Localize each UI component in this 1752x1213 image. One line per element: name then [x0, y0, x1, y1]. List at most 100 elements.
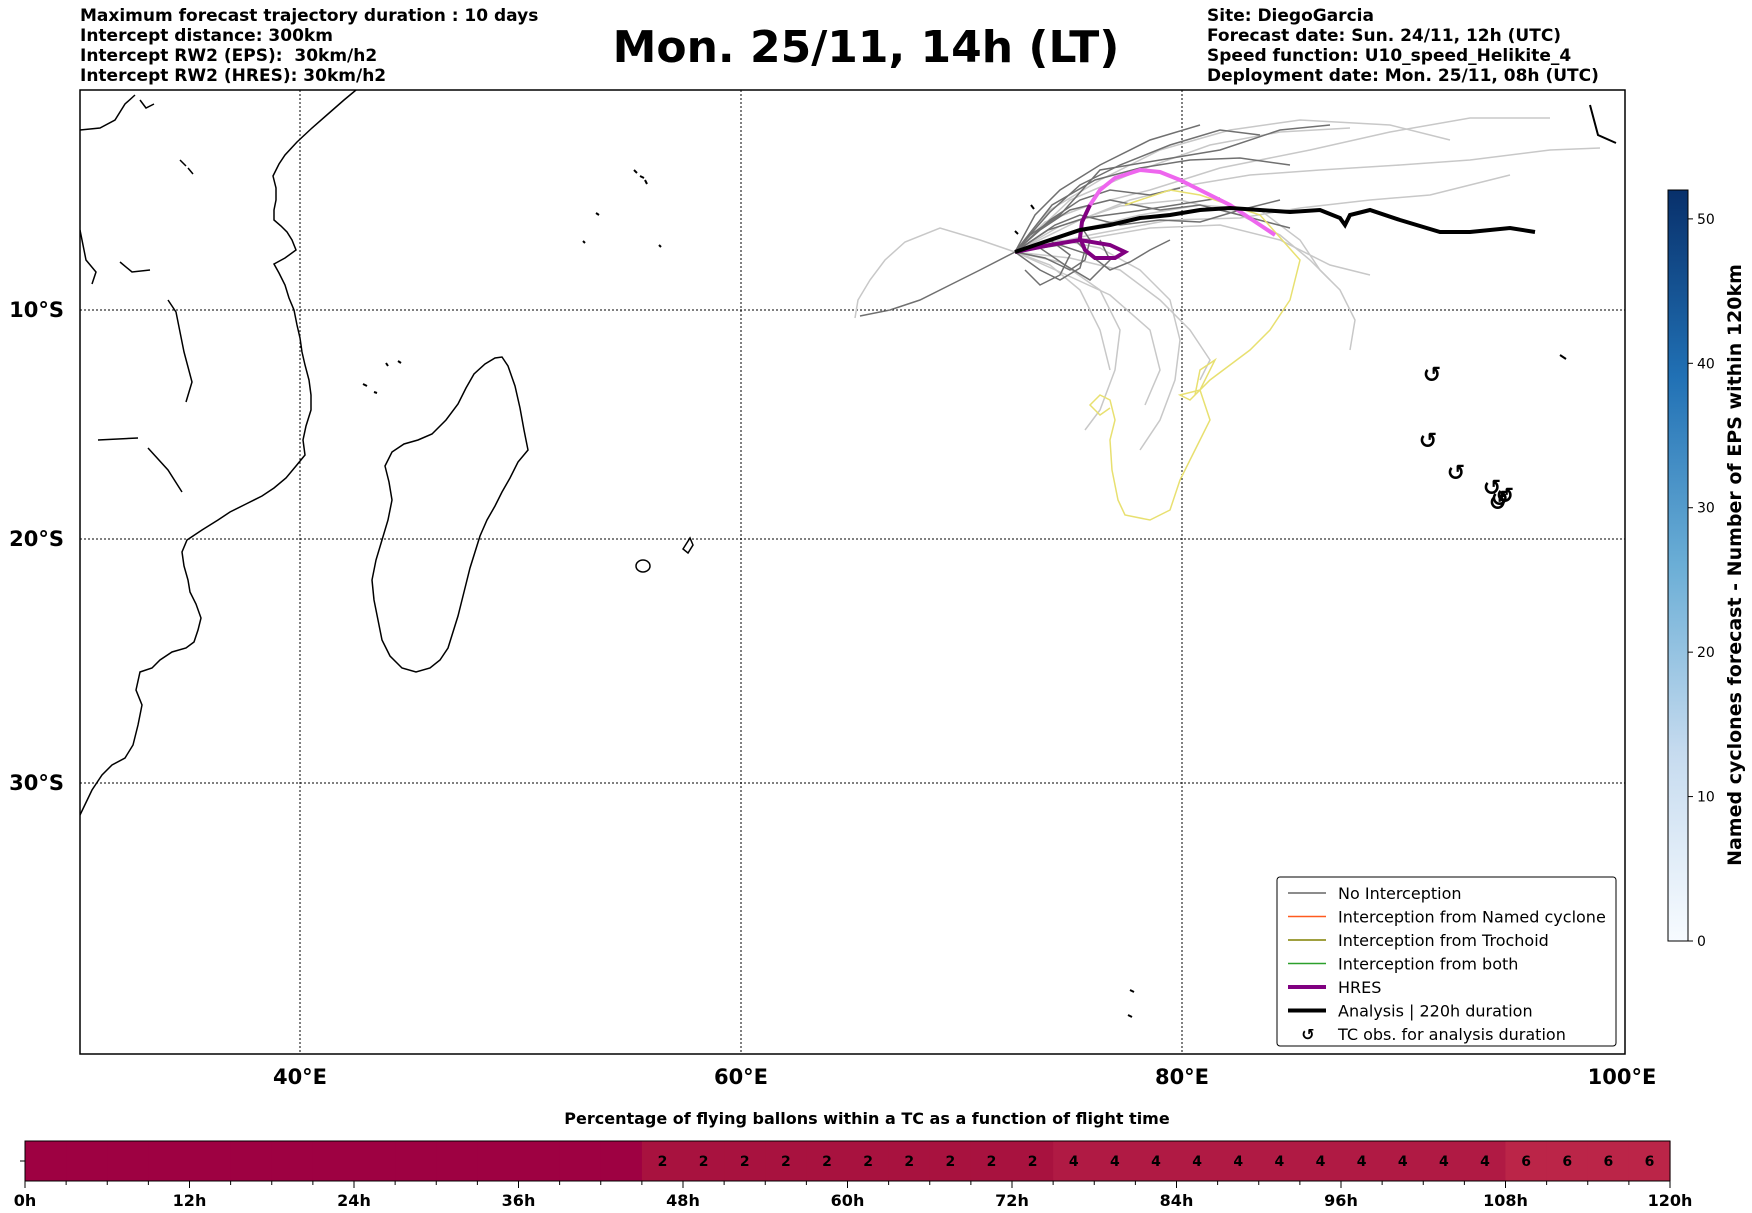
heatmap-cell-label: 6	[1603, 1154, 1613, 1170]
analysis-trajectory	[1014, 205, 1536, 254]
heatmap-cell-label: 4	[1316, 1154, 1326, 1170]
heatmap-cell	[477, 1141, 520, 1181]
map-gridlines	[80, 90, 1625, 1054]
legend-item: Interception from Named cyclone	[1288, 908, 1606, 927]
heatmap-tick-label: 84h	[1160, 1191, 1194, 1210]
seychelles-islands	[582, 169, 662, 248]
heatmap-cell	[1299, 1141, 1342, 1181]
heatmap-cell-label: 4	[1398, 1154, 1408, 1170]
tc-obs-marker: ↺	[1419, 429, 1437, 454]
legend-label: Analysis | 220h duration	[1338, 1002, 1533, 1021]
map-lat-labels: 10°S 20°S 30°S	[9, 298, 64, 795]
heatmap-cell	[436, 1141, 478, 1181]
heatmap-cell	[107, 1141, 149, 1181]
heatmap-cell	[641, 1141, 684, 1181]
legend-label: Interception from Trochoid	[1338, 931, 1549, 950]
colorbar-tick-label: 50	[1697, 212, 1715, 228]
eps-trajectories-light	[854, 117, 1601, 451]
header-line: Speed function: U10_speed_Helikite_4	[1207, 46, 1572, 66]
colorbar-gradient	[1667, 189, 1689, 942]
colorbar-tick-label: 0	[1697, 934, 1706, 950]
tc-obs-marker: ↺	[1496, 484, 1514, 509]
map-legend: No Interception Interception from Named c…	[1276, 876, 1617, 1047]
heatmap-cell	[1423, 1141, 1465, 1181]
header-line: Intercept RW2 (HRES): 30km/h2	[80, 66, 387, 86]
heatmap-cell	[312, 1141, 355, 1181]
heatmap-cell	[1012, 1141, 1054, 1181]
map-frame	[79, 89, 1626, 1055]
legend-item: Analysis | 220h duration	[1288, 1002, 1533, 1021]
legend-label: Interception from both	[1338, 955, 1518, 974]
heatmap-cell	[806, 1141, 849, 1181]
heatmap-cell	[1546, 1141, 1589, 1181]
legend-item: Interception from Trochoid	[1288, 931, 1549, 950]
heatmap-title: Percentage of flying ballons within a TC…	[564, 1109, 1170, 1128]
colorbar: 0 10 20 30 40 50 Named cyclones forecast - Nu…	[1667, 189, 1746, 950]
heatmap-cell-label: 2	[822, 1154, 832, 1170]
hres-trajectory-early	[1014, 204, 1130, 260]
heatmap-cell	[1628, 1141, 1671, 1181]
chagos-islands	[1014, 104, 1617, 1018]
heatmap-cell-label: 6	[1521, 1154, 1531, 1170]
legend-item: ↺ TC obs. for analysis duration	[1301, 1025, 1566, 1044]
heatmap-cell-label: 2	[699, 1154, 709, 1170]
legend-box	[1276, 876, 1617, 1047]
heatmap-cell	[189, 1141, 232, 1181]
heatmap-tick-label: 36h	[502, 1191, 536, 1210]
heatmap-cell	[230, 1141, 273, 1181]
arabian-coast	[80, 94, 194, 493]
lon-tick-label: 80°E	[1155, 1065, 1209, 1089]
mauritius-island	[682, 536, 694, 555]
trochoid-trajectory	[1088, 189, 1301, 521]
header-info-left: Maximum forecast trajectory duration : 1…	[80, 6, 538, 86]
heatmap-cell-label: 2	[740, 1154, 750, 1170]
legend-label: No Interception	[1338, 884, 1462, 903]
heatmap-cell	[724, 1141, 766, 1181]
heatmap-tick-label: 108h	[1483, 1191, 1528, 1210]
hres-trajectory-late	[1088, 167, 1277, 237]
heatmap-cell	[1464, 1141, 1507, 1181]
legend-item: No Interception	[1288, 884, 1462, 903]
heatmap-cell	[1135, 1141, 1178, 1181]
lon-tick-label: 60°E	[714, 1065, 768, 1089]
heatmap-cell	[66, 1141, 108, 1181]
heatmap-cell-label: 2	[904, 1154, 914, 1170]
heatmap-cell-label: 4	[1233, 1154, 1243, 1170]
legend-item: Interception from both	[1288, 955, 1518, 974]
heatmap-cell	[970, 1141, 1013, 1181]
heatmap-cell-label: 4	[1439, 1154, 1449, 1170]
lat-tick-label: 10°S	[9, 298, 64, 322]
heatmap-cell	[1505, 1141, 1548, 1181]
lat-tick-label: 30°S	[9, 771, 64, 795]
colorbar-tick-label: 30	[1697, 501, 1715, 517]
heatmap-cell-label: 2	[781, 1154, 791, 1170]
heatmap-cell	[148, 1141, 191, 1181]
heatmap-cell	[1053, 1141, 1095, 1181]
heatmap-cell	[600, 1141, 643, 1181]
heatmap-tick-label: 0h	[14, 1191, 37, 1210]
heatmap-cell-label: 4	[1069, 1154, 1079, 1170]
flight-time-heatmap: Percentage of flying ballons within a TC…	[14, 1109, 1693, 1210]
heatmap-cell	[1094, 1141, 1136, 1181]
tc-obs-marker: ↺	[1447, 461, 1465, 486]
heatmap-cell	[354, 1141, 396, 1181]
heatmap-cell-label: 2	[1028, 1154, 1038, 1170]
map-content	[80, 90, 1625, 1054]
heatmap-cell-label: 2	[863, 1154, 873, 1170]
heatmap-tick-label: 60h	[831, 1191, 865, 1210]
colorbar-tick-label: 10	[1697, 790, 1715, 806]
header-line: Intercept distance: 300km	[80, 26, 333, 46]
header-line: Forecast date: Sun. 24/11, 12h (UTC)	[1207, 26, 1562, 46]
tc-obs-marker: ↺	[1423, 363, 1441, 388]
tc-obs-marker: ↺	[1483, 476, 1501, 501]
heatmap-cell	[1382, 1141, 1424, 1181]
heatmap-cell	[1217, 1141, 1260, 1181]
heatmap-cell	[559, 1141, 602, 1181]
lon-tick-label: 40°E	[273, 1065, 327, 1089]
colorbar-label: Named cyclones forecast - Number of EPS …	[1724, 264, 1746, 866]
colorbar-tick-label: 20	[1697, 645, 1715, 661]
legend-label: Interception from Named cyclone	[1338, 908, 1606, 927]
header-line: Intercept RW2 (EPS): 30km/h2	[80, 46, 378, 66]
heatmap-cell-label: 6	[1645, 1154, 1655, 1170]
